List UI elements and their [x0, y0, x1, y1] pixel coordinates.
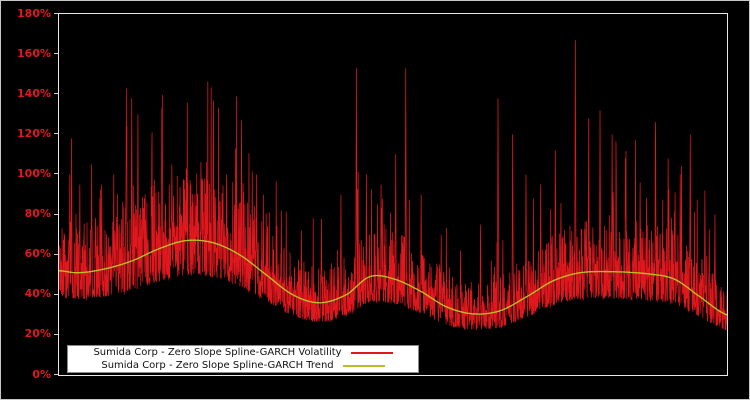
y-tick-mark	[54, 253, 58, 255]
y-tick-mark	[54, 374, 58, 375]
y-tick-label: 140%	[17, 86, 51, 100]
y-tick-label: 120%	[17, 126, 51, 140]
y-tick-label: 60%	[24, 247, 51, 261]
y-tick-label: 100%	[17, 166, 51, 180]
y-tick-mark	[54, 133, 58, 135]
y-tick-label: 40%	[24, 287, 51, 301]
y-tick-label: 0%	[32, 367, 51, 381]
y-tick-mark	[54, 333, 58, 335]
plot-area	[58, 13, 728, 376]
legend-line-volatility-icon	[350, 351, 393, 354]
y-tick-mark	[54, 53, 58, 55]
y-tick-label: 160%	[17, 46, 51, 60]
legend-label-trend: Sumida Corp - Zero Slope Spline-GARCH Tr…	[101, 359, 334, 371]
y-tick-mark	[54, 213, 58, 215]
legend-label-volatility: Sumida Corp - Zero Slope Spline-GARCH Vo…	[93, 346, 342, 358]
y-tick-mark	[54, 13, 58, 14]
legend-row-volatility: Sumida Corp - Zero Slope Spline-GARCH Vo…	[68, 346, 418, 359]
y-tick-label: 80%	[24, 207, 51, 221]
legend-row-trend: Sumida Corp - Zero Slope Spline-GARCH Tr…	[68, 359, 418, 372]
y-tick-label: 20%	[24, 327, 51, 341]
y-tick-label: 180%	[17, 6, 51, 20]
y-tick-mark	[54, 293, 58, 295]
y-tick-mark	[54, 173, 58, 175]
legend-line-trend-icon	[342, 364, 385, 367]
y-tick-mark	[54, 93, 58, 95]
plot-canvas	[59, 14, 727, 375]
legend: Sumida Corp - Zero Slope Spline-GARCH Vo…	[67, 345, 419, 373]
